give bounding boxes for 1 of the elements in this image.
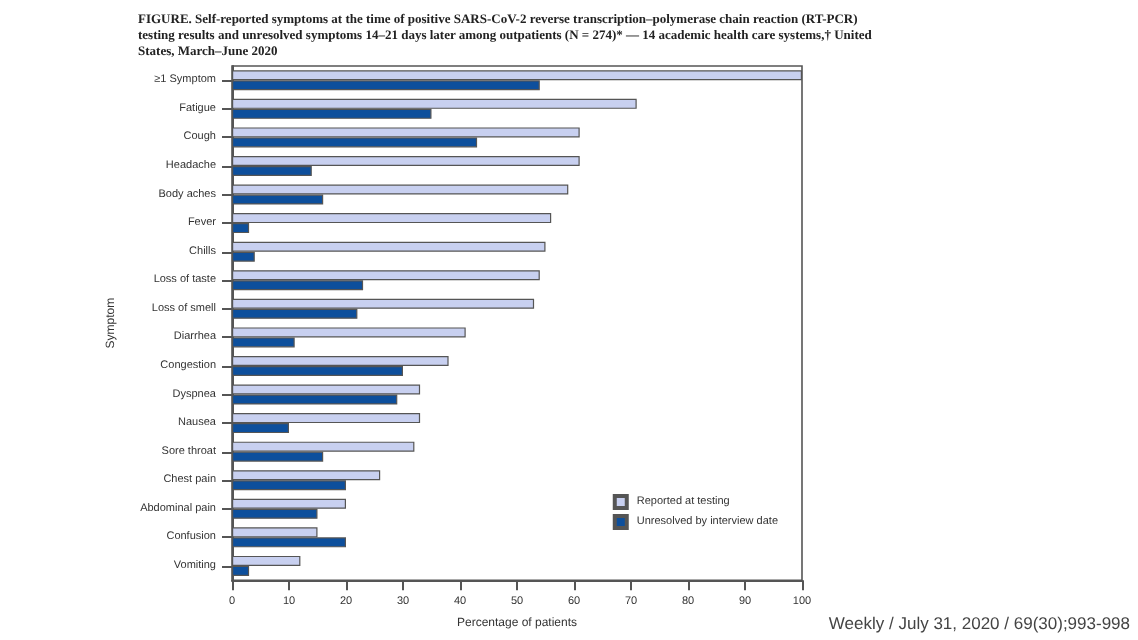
text: Weekly / July 31, 2020 / 69(30);993-998 [828,613,1131,633]
